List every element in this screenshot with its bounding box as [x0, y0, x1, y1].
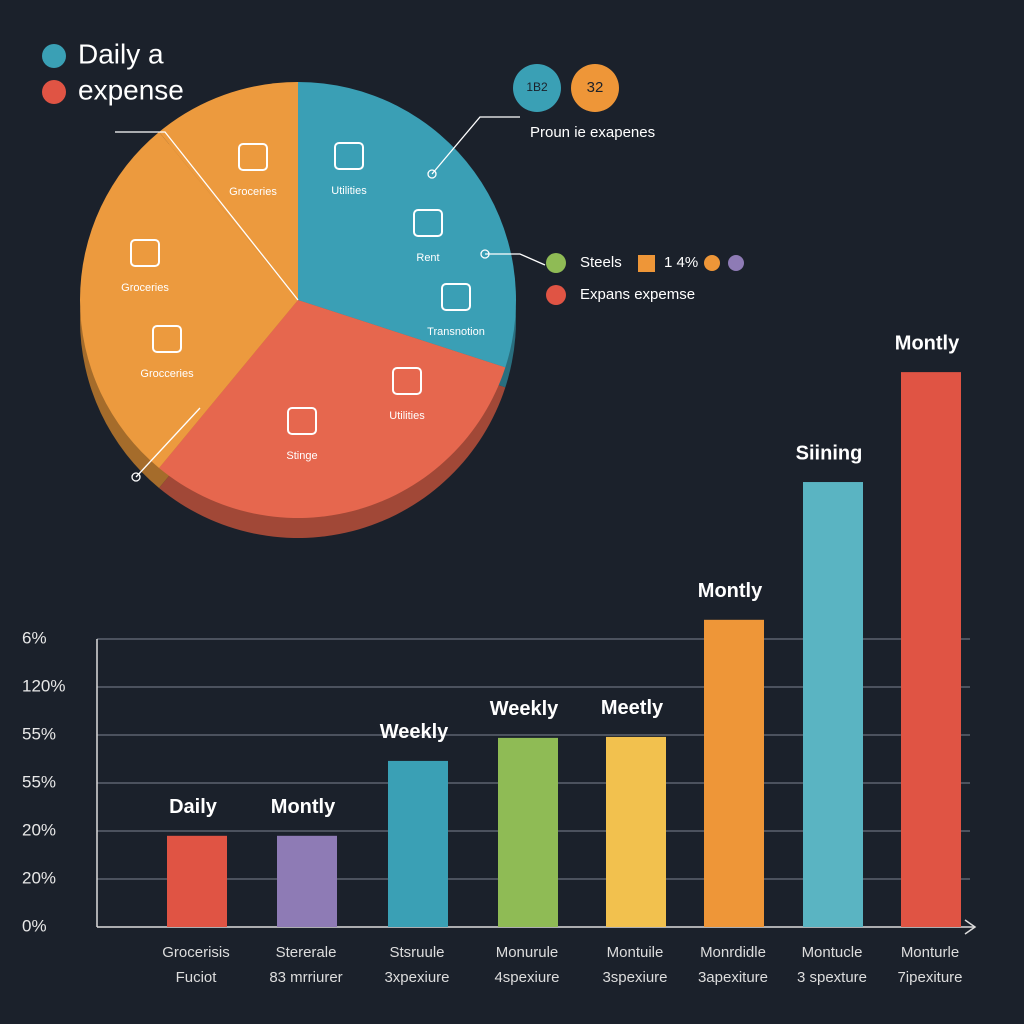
x-tick-label: Stererale [276, 944, 337, 961]
y-tick-label: 20% [22, 868, 56, 887]
y-tick-label: 0% [22, 916, 47, 935]
icon [413, 209, 443, 237]
bar-label: Meetly [601, 697, 664, 719]
bar-chart: 0% 20% 20% 55% 55% 120% 6% Daily Grocerisis Fucio… [22, 332, 977, 986]
icon [287, 407, 317, 435]
bar-label: Weekly [490, 698, 559, 720]
pie-chart: Groceries Utilities Rent Transnotion Utiliti… [79, 82, 516, 539]
badge [571, 64, 619, 112]
x-tick-sublabel: 83 mrriurer [269, 969, 342, 986]
bar [277, 835, 337, 927]
bar-label: Montly [271, 796, 336, 818]
icon [130, 239, 160, 267]
y-tick-label: 55% [22, 772, 56, 791]
callout-line [431, 116, 520, 175]
legend-text: 1 4% [664, 254, 698, 271]
bar-label: Daily [169, 796, 218, 818]
x-tick-label: Monturle [901, 944, 959, 961]
badge-text: 1B2 [526, 80, 548, 94]
legend-dot [546, 253, 566, 273]
x-tick-label: Monrdidle [700, 944, 766, 961]
pie-slice [159, 300, 506, 518]
callout-dot [427, 169, 437, 179]
slice-label: Grocceries [140, 368, 194, 380]
icon [152, 325, 182, 353]
x-tick-sublabel: 3xpexiure [384, 969, 449, 986]
slice-label: Stinge [286, 450, 317, 462]
pie-slice [159, 82, 298, 300]
legend-dot [42, 80, 66, 104]
legend-text: Steels [580, 254, 622, 271]
badge-text: 32 [587, 79, 604, 96]
x-tick-label: Stsruule [389, 944, 444, 961]
header-line: expense [78, 74, 184, 105]
y-tick-label: 55% [22, 724, 56, 743]
bar [167, 835, 227, 927]
legend-dot [704, 255, 720, 271]
bar [388, 760, 448, 927]
callout-dot [480, 249, 490, 259]
slice-label: Groceries [121, 282, 169, 294]
icon [334, 142, 364, 170]
callout-line [135, 407, 201, 478]
slice-label: Rent [416, 252, 439, 264]
x-tick-sublabel: 3apexiture [698, 969, 768, 986]
icon [392, 367, 422, 395]
x-tick-label: Grocerisis [162, 944, 230, 961]
x-tick-sublabel: 7ipexiture [897, 969, 962, 986]
badge [513, 64, 561, 112]
callouts [115, 116, 546, 482]
x-tick-sublabel: 4spexiure [494, 969, 559, 986]
y-tick-label: 120% [22, 676, 65, 695]
icon [441, 283, 471, 311]
pie-slice [298, 82, 516, 368]
slice-label: Groceries [229, 186, 277, 198]
callout-dot [131, 472, 141, 482]
x-tick-sublabel: 3spexiure [602, 969, 667, 986]
callout-line [485, 253, 546, 266]
slice-label: Utilities [389, 410, 425, 422]
badge-caption: Proun ie exapenes [530, 124, 655, 141]
x-tick-label: Montucle [802, 944, 863, 961]
bar-label: Siining [796, 442, 863, 464]
bar [606, 736, 666, 927]
slice-label: Transnotion [427, 326, 485, 338]
bar [901, 372, 961, 927]
axis-arrow [964, 919, 977, 935]
header-line: Daily a [78, 38, 164, 69]
x-tick-sublabel: Fuciot [176, 969, 218, 986]
y-tick-label: 20% [22, 820, 56, 839]
bar [498, 737, 558, 927]
bar-label: Montly [895, 332, 960, 354]
x-tick-sublabel: 3 spexture [797, 969, 867, 986]
x-tick-label: Monurule [496, 944, 559, 961]
bar [704, 619, 764, 927]
callout-line [115, 131, 299, 301]
y-tick-label: 6% [22, 628, 47, 647]
bar-label: Weekly [380, 721, 449, 743]
legend-square [638, 255, 655, 272]
x-tick-label: Montuile [607, 944, 664, 961]
legend-text: Expans expemse [580, 286, 695, 303]
icon [238, 143, 268, 171]
pie-slice [79, 132, 298, 468]
legend-dot [728, 255, 744, 271]
bar [803, 482, 863, 927]
bar-label: Montly [698, 580, 763, 602]
slice-label: Utilities [331, 185, 367, 197]
legend-dot [546, 285, 566, 305]
legend-dot [42, 44, 66, 68]
